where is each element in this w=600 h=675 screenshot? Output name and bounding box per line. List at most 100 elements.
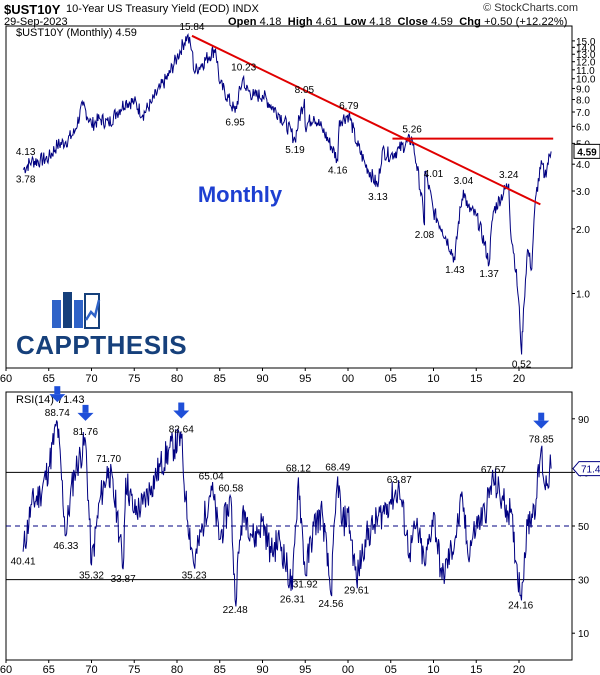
price-legend: $UST10Y (Monthly) 4.59 [16,27,137,39]
rsi-y-tick: 50 [578,522,590,533]
monthly-label: Monthly [198,182,283,207]
rsi-x-tick: 05 [385,664,397,675]
price-y-tick: 11.0 [576,66,595,77]
price-y-tick: 10.0 [576,75,596,86]
rsi-annotation: 78.85 [529,435,554,446]
price-annotation: 6.79 [339,101,359,112]
price-y-tick: 1.0 [576,290,590,301]
exchange: INDX [232,3,259,15]
price-annotation: 2.08 [415,230,435,241]
price-y-tick: 4.0 [576,160,590,171]
down-arrow-icon [77,404,94,421]
price-annotation: 1.37 [479,269,499,280]
price-series-line [22,32,552,355]
price-annotation: 3.04 [454,176,474,187]
price-x-tick: 70 [85,373,97,385]
rsi-legend: RSI(14) 71.43 [16,394,84,406]
rsi-annotation: 24.16 [508,600,533,611]
price-annotation: 10.23 [231,63,256,74]
price-annotation: 15.84 [179,22,204,33]
rsi-annotation: 29.61 [344,586,369,597]
price-y-tick: 15.0 [576,37,596,48]
instrument-name: 10-Year US Treasury Yield (EOD) INDX [66,3,259,15]
rsi-annotation: 88.74 [45,408,70,419]
down-arrow-icon [533,412,550,429]
rsi-last-value-box [572,461,600,477]
rsi-x-tick: 90 [256,664,268,675]
symbol: $UST10Y [4,2,61,17]
rsi-x-tick: 85 [214,664,226,675]
rsi-x-tick: 80 [171,664,183,675]
down-arrow-icon [173,402,190,419]
rsi-annotation: 82.64 [169,425,194,436]
price-x-tick: 75 [128,373,140,385]
price-y-tick: 14.0 [576,43,596,54]
chart-header: $UST10Y 10-Year US Treasury Yield (EOD) … [0,0,600,22]
rsi-annotation: 63.87 [387,475,412,486]
rsi-annotation: 31.92 [293,579,318,590]
price-annotation: 4.13 [16,147,36,158]
price-y-tick: 7.0 [576,108,590,119]
price-x-tick: 95 [299,373,311,385]
price-last-value-box [573,143,600,159]
price-annotation: 6.95 [225,118,245,129]
price-annotation: 4.16 [328,166,348,177]
rsi-last-value: 71.43 [581,465,600,476]
price-last-value: 4.59 [577,147,597,158]
price-annotation: 5.26 [402,125,422,136]
price-y-tick: 13.0 [576,50,596,61]
rsi-annotation: 35.32 [79,570,104,581]
rsi-annotation: 33.87 [111,574,136,585]
rsi-annotation: 68.49 [325,462,350,473]
price-y-tick: 3.0 [576,187,590,198]
price-annotation: 4.01 [424,169,444,180]
down-arrow-icon [49,386,66,403]
rsi-annotation: 81.76 [73,427,98,438]
rsi-annotation: 65.04 [199,472,224,483]
price-annotation: 8.05 [295,85,315,96]
price-y-tick: 12.0 [576,58,596,69]
rsi-x-tick: 75 [128,664,140,675]
rsi-x-tick: 70 [85,664,97,675]
price-annotation: 3.24 [499,170,519,181]
logo-text: CAPPTHESIS [16,330,188,360]
price-annotation: 3.78 [16,174,36,185]
price-annotation: 1.43 [445,265,465,276]
rsi-annotation: 22.48 [223,605,248,616]
price-y-tick: 8.0 [576,96,590,107]
rsi-annotation: 40.41 [11,557,36,568]
rsi-x-tick: 20 [513,664,525,675]
price-x-tick: 15 [470,373,482,385]
rsi-x-tick: 95 [299,664,311,675]
price-x-tick: 85 [214,373,226,385]
price-x-tick: 05 [385,373,397,385]
credit: © StockCharts.com [483,2,578,14]
price-x-tick: 60 [0,373,12,385]
price-x-tick: 20 [513,373,525,385]
rsi-y-tick: 10 [578,629,590,640]
rsi-annotation: 60.58 [218,484,243,495]
rsi-annotation: 46.33 [53,541,78,552]
rsi-x-tick: 10 [427,664,439,675]
price-x-tick: 65 [43,373,55,385]
rsi-y-tick: 30 [578,576,590,587]
rsi-x-tick: 00 [342,664,354,675]
price-x-tick: 80 [171,373,183,385]
rsi-annotation: 68.12 [286,463,311,474]
rsi-x-tick: 15 [470,664,482,675]
rsi-annotation: 71.70 [96,454,121,465]
date: 29-Sep-2023 [4,16,68,28]
rsi-y-tick: 90 [578,415,590,426]
rsi-annotation: 26.31 [280,594,305,605]
price-x-tick: 10 [427,373,439,385]
rsi-annotation: 35.23 [182,571,207,582]
price-annotation: 5.19 [285,145,305,156]
rsi-x-tick: 60 [0,664,12,675]
rsi-annotation: 67.57 [481,465,506,476]
rsi-annotation: 24.56 [318,599,343,610]
price-annotation: 3.13 [368,192,388,203]
price-annotation: 0.52 [512,360,532,371]
price-y-tick: 6.0 [576,122,590,133]
price-y-tick: 9.0 [576,85,590,96]
